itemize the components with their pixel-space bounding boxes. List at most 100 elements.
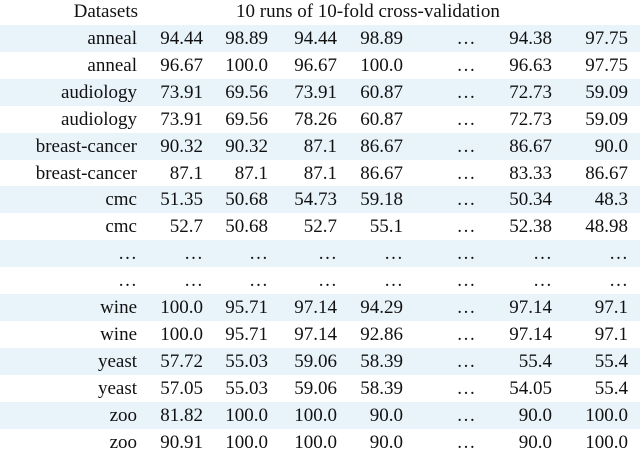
value-cell: 95.71 xyxy=(225,323,268,345)
dataset-cell: breast-cancer xyxy=(35,135,137,157)
value-cell: 97.75 xyxy=(585,54,628,76)
table-row: audiology 73.91 69.56 73.91 60.87 … 72.73 59.09 xyxy=(0,78,640,106)
value-cell: … xyxy=(318,270,337,292)
value-cell: 100.0 xyxy=(225,431,268,453)
value-cell: … xyxy=(456,81,476,103)
table-row: breast-cancer 90.32 90.32 87.1 86.67 … 86.67 90… xyxy=(0,132,640,160)
value-cell: … xyxy=(533,270,552,292)
value-cell: 50.68 xyxy=(225,189,268,211)
value-cell: 90.32 xyxy=(225,135,268,157)
dataset-cell: zoo xyxy=(109,431,137,453)
dataset-cell: breast-cancer xyxy=(35,162,137,184)
value-cell: 98.89 xyxy=(360,28,403,49)
value-cell: … xyxy=(456,243,476,265)
value-cell: 59.18 xyxy=(360,189,403,211)
value-cell: … xyxy=(533,243,552,265)
value-cell: … xyxy=(384,243,403,265)
value-cell: … xyxy=(456,297,476,318)
value-cell: … xyxy=(384,270,403,292)
table-row: wine 100.0 95.71 97.14 92.86 … 97.14 97.1 xyxy=(0,321,640,348)
value-cell: 55.03 xyxy=(225,350,268,372)
value-cell: 54.73 xyxy=(294,189,337,211)
value-cell: 87.1 xyxy=(169,162,203,184)
value-cell: 97.14 xyxy=(294,323,337,345)
value-cell: 59.09 xyxy=(585,81,628,103)
dataset-cell: cmc xyxy=(105,189,137,211)
value-cell: 57.05 xyxy=(160,377,203,399)
dataset-cell: cmc xyxy=(105,216,137,238)
table-row: yeast 57.72 55.03 59.06 58.39 … 55.4 55.4 xyxy=(0,347,640,375)
value-cell: 69.56 xyxy=(225,81,268,103)
dataset-cell: audiology xyxy=(61,108,137,130)
value-cell: 55.4 xyxy=(518,350,552,372)
value-cell: 50.68 xyxy=(225,216,268,238)
dataset-cell: wine xyxy=(100,297,137,318)
value-cell: … xyxy=(249,243,268,265)
dataset-cell: yeast xyxy=(97,377,137,399)
dataset-cell: anneal xyxy=(87,54,137,76)
value-cell: … xyxy=(456,162,476,184)
header-cell: Datasets xyxy=(73,1,138,22)
value-cell: 100.0 xyxy=(225,404,268,426)
value-cell: 96.67 xyxy=(160,54,203,76)
value-cell: 54.05 xyxy=(509,377,552,399)
value-cell: 55.4 xyxy=(594,377,628,399)
value-cell: 59.09 xyxy=(585,108,628,130)
value-cell: … xyxy=(249,270,268,292)
value-cell: … xyxy=(456,54,476,76)
value-cell: 52.7 xyxy=(303,216,337,238)
value-cell: 90.0 xyxy=(594,135,628,157)
value-cell: 72.73 xyxy=(509,108,552,130)
value-cell: 86.67 xyxy=(509,135,552,157)
value-cell: 86.67 xyxy=(360,162,403,184)
value-cell: 50.34 xyxy=(509,189,552,211)
value-cell: 51.35 xyxy=(160,189,203,211)
value-cell: … xyxy=(456,404,476,426)
value-cell: … xyxy=(456,323,476,345)
value-cell: 81.82 xyxy=(160,404,203,426)
value-cell: … xyxy=(318,243,337,265)
value-cell: 94.44 xyxy=(294,28,337,49)
value-cell: 52.7 xyxy=(169,216,203,238)
value-cell: 100.0 xyxy=(225,54,268,76)
dataset-cell: … xyxy=(118,270,137,292)
value-cell: 59.06 xyxy=(294,377,337,399)
table-row: anneal 96.67 100.0 96.67 100.0 … 96.63 97.75 xyxy=(0,52,640,79)
table-row: …………………… xyxy=(0,240,640,268)
header-cell: 10 runs of 10-fold cross-validation xyxy=(236,1,500,22)
value-cell: 72.73 xyxy=(509,81,552,103)
value-cell: 92.86 xyxy=(360,323,403,345)
table-row: anneal 94.44 98.89 94.44 98.89 … 94.38 97.75 xyxy=(0,25,640,52)
value-cell: 97.1 xyxy=(594,297,628,318)
value-cell: 59.06 xyxy=(294,350,337,372)
table-row: yeast 57.05 55.03 59.06 58.39 … 54.05 55.4 xyxy=(0,375,640,402)
value-cell: 58.39 xyxy=(360,350,403,372)
value-cell: 100.0 xyxy=(294,431,337,453)
table-row: zoo 81.82 100.0 100.0 90.0 … 90.0 100.0 xyxy=(0,401,640,429)
table-row: cmc 51.35 50.68 54.73 59.18 … 50.34 48.3 xyxy=(0,186,640,214)
value-cell: … xyxy=(456,189,476,211)
value-cell: … xyxy=(456,216,476,238)
dataset-cell: … xyxy=(118,243,137,265)
value-cell: 69.56 xyxy=(225,108,268,130)
dataset-cell: zoo xyxy=(109,404,137,426)
table-row: wine 100.0 95.71 97.14 94.29 … 97.14 97.1 xyxy=(0,294,640,321)
dataset-cell: anneal xyxy=(87,28,137,49)
value-cell: 100.0 xyxy=(160,323,203,345)
value-cell: … xyxy=(184,270,203,292)
value-cell: 48.98 xyxy=(585,216,628,238)
value-cell: 73.91 xyxy=(294,81,337,103)
value-cell: … xyxy=(456,377,476,399)
value-cell: 97.14 xyxy=(509,323,552,345)
value-cell: 52.38 xyxy=(509,216,552,238)
value-cell: 55.4 xyxy=(594,350,628,372)
value-cell: 73.91 xyxy=(160,81,203,103)
value-cell: … xyxy=(456,350,476,372)
value-cell: 90.0 xyxy=(518,404,552,426)
value-cell: … xyxy=(456,28,476,49)
value-cell: … xyxy=(184,243,203,265)
value-cell: … xyxy=(456,431,476,453)
value-cell: 48.3 xyxy=(594,189,628,211)
value-cell: 94.38 xyxy=(509,28,552,49)
